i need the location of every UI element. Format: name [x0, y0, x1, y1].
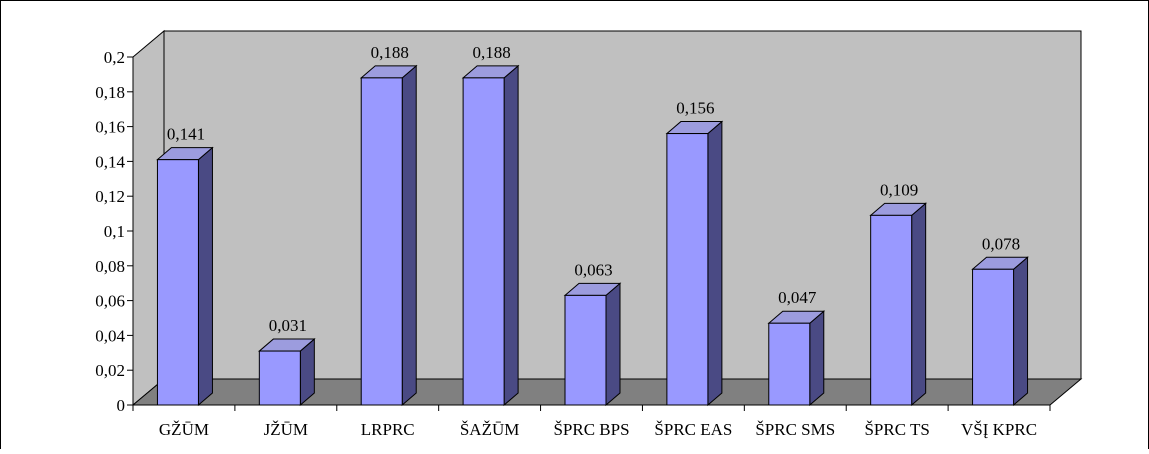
- bar-front: [462, 77, 505, 406]
- bar: [665, 120, 724, 407]
- data-label: 0,031: [269, 316, 307, 335]
- bar-side: [809, 310, 825, 407]
- x-tick-label: VŠĮ KPRC: [961, 420, 1037, 439]
- bar-side: [197, 146, 213, 407]
- bar-front: [972, 268, 1015, 406]
- bar: [869, 202, 928, 407]
- y-tick-label: 0,02: [95, 361, 125, 380]
- x-tick-label: ŠPRC TS: [864, 420, 929, 439]
- x-tick-label: ŠPRC BPS: [553, 420, 629, 439]
- y-tick-label: 0,2: [104, 48, 125, 67]
- x-tick-label: ŠPRC EAS: [654, 420, 732, 439]
- bar-front: [156, 159, 199, 406]
- y-tick-label: 0,06: [95, 292, 125, 311]
- data-label: 0,109: [880, 180, 918, 199]
- y-tick-label: 0,18: [95, 83, 125, 102]
- bar-side: [605, 282, 621, 407]
- data-label: 0,063: [574, 260, 612, 279]
- y-tick-label: 0: [117, 396, 126, 415]
- data-label: 0,188: [371, 43, 409, 62]
- bar-front: [768, 322, 811, 406]
- y-tick-label: 0,08: [95, 257, 125, 276]
- bar-front: [564, 294, 607, 406]
- x-tick-label: ŠAŽŪM: [460, 420, 520, 439]
- bar-front: [870, 214, 913, 406]
- data-label: 0,047: [778, 288, 817, 307]
- data-label: 0,078: [982, 234, 1020, 253]
- data-label: 0,156: [676, 99, 714, 118]
- bar: [461, 64, 520, 407]
- bar-side: [911, 202, 927, 407]
- bar: [359, 64, 418, 407]
- bar-front: [360, 77, 403, 406]
- bar-front: [666, 133, 709, 406]
- y-tick-label: 0,12: [95, 187, 125, 206]
- bar: [257, 337, 316, 407]
- bar: [971, 256, 1029, 407]
- x-tick-label: LRPRC: [361, 420, 415, 439]
- bar: [767, 310, 826, 407]
- bar-side: [503, 64, 519, 407]
- y-tick-label: 0,1: [104, 222, 125, 241]
- bar-side: [707, 120, 723, 407]
- y-tick-label: 0,14: [95, 152, 125, 171]
- bar: [563, 282, 622, 407]
- bar-front: [258, 350, 301, 406]
- bar-side: [1013, 256, 1029, 407]
- bar-side: [401, 64, 417, 407]
- x-tick-label: JŽŪM: [264, 420, 308, 439]
- data-label: 0,188: [472, 43, 510, 62]
- data-label: 0,141: [167, 125, 205, 144]
- y-tick-label: 0,04: [95, 326, 125, 345]
- bar: [156, 146, 214, 407]
- x-tick-label: GŽŪM: [159, 420, 209, 439]
- y-tick-label: 0,16: [95, 118, 125, 137]
- x-tick-label: ŠPRC SMS: [755, 420, 835, 439]
